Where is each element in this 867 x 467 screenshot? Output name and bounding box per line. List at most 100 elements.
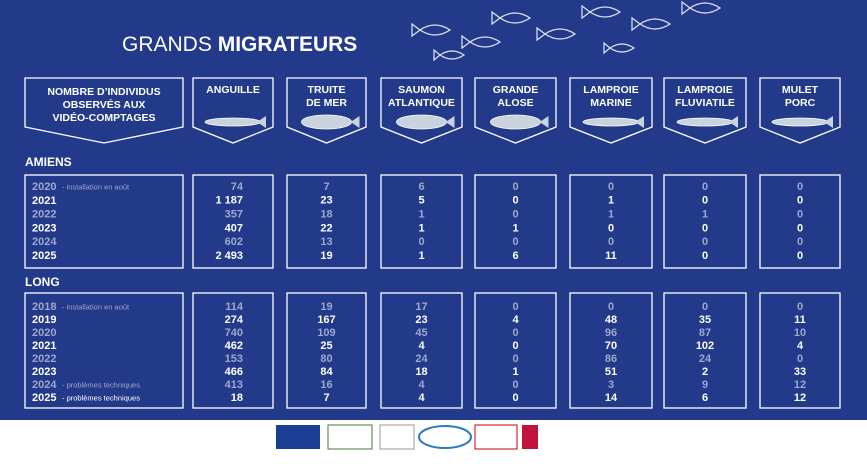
cell-value: 25 [320, 340, 332, 352]
value-box [663, 292, 747, 409]
year: 2020 [32, 181, 56, 193]
cell-value: 0 [702, 250, 708, 262]
section-name: AMIENS [25, 155, 72, 169]
species-name: TRUITE [308, 84, 346, 96]
cell-value: 0 [608, 236, 614, 248]
cell-value: 23 [415, 314, 427, 326]
header-label: NOMBRE D’INDIVIDUS [47, 86, 160, 98]
value-box [380, 292, 463, 409]
cell-value: 0 [608, 301, 614, 313]
cell-value: 35 [699, 314, 711, 326]
year: 2024 [32, 379, 57, 391]
species-name: FLUVIATILE [675, 97, 735, 109]
fish-icon [582, 117, 640, 127]
year-text: 2018 [32, 301, 56, 313]
fish-tail [824, 116, 833, 128]
year: 2025 [32, 250, 56, 262]
year-box [24, 292, 184, 409]
value-box [759, 174, 841, 269]
cell-value: 602 [225, 236, 243, 248]
year: 2021 [32, 340, 56, 352]
cell-value: 4 [797, 340, 804, 352]
cell-value: 87 [699, 327, 711, 339]
cell-value: 0 [512, 392, 518, 404]
fish-icon [396, 114, 447, 130]
cell-value: 1 [418, 222, 424, 234]
cell-value: 167 [317, 314, 335, 326]
cell-value: 1 [512, 366, 518, 378]
cell-value: 0 [608, 222, 614, 234]
value-box [286, 292, 367, 409]
value-box [474, 292, 557, 409]
cell-value: 0 [512, 209, 518, 221]
fish-tail [539, 116, 549, 128]
fish-tail [445, 116, 455, 128]
value-box [286, 174, 367, 269]
year: 2018 [32, 301, 56, 313]
cell-value: 0 [797, 250, 803, 262]
year-note: - installation en août [62, 302, 130, 311]
value-box [380, 174, 463, 269]
cell-value: 12 [794, 379, 806, 391]
value-box [569, 174, 653, 269]
cell-value: 1 [418, 209, 424, 221]
cell-value: 19 [320, 301, 332, 313]
fish-tail [635, 116, 644, 128]
cell-value: 0 [797, 209, 803, 221]
cell-value: 18 [231, 392, 243, 404]
cell-value: 1 [702, 209, 708, 221]
species-name: LAMPROIE [677, 84, 732, 96]
cell-value: 17 [415, 301, 427, 313]
cell-value: 1 [608, 195, 614, 207]
species-name: ALOSE [497, 97, 533, 109]
cell-value: 19 [320, 250, 332, 262]
cell-value: 0 [702, 301, 708, 313]
year-text: 2020 [32, 181, 56, 193]
cell-value: 102 [696, 340, 714, 352]
cell-value: 0 [512, 379, 518, 391]
cell-value: 0 [512, 340, 518, 352]
cell-value: 70 [605, 340, 617, 352]
species-box [380, 77, 463, 144]
cell-value: 45 [415, 327, 427, 339]
year: 2020 [32, 327, 56, 339]
year-text: 2024 [32, 236, 57, 248]
cell-value: 0 [512, 301, 518, 313]
value-box [569, 292, 653, 409]
cell-value: 0 [702, 195, 708, 207]
fish-tail [257, 116, 266, 128]
cell-value: 4 [418, 392, 425, 404]
cell-value: 0 [512, 327, 518, 339]
value-box [192, 174, 274, 269]
cell-value: 6 [512, 250, 518, 262]
cell-value: 23 [320, 195, 332, 207]
cell-value: 0 [702, 222, 708, 234]
cell-value: 10 [794, 327, 806, 339]
cell-value: 4 [418, 379, 425, 391]
cell-value: 24 [699, 353, 712, 365]
cell-value: 11 [605, 250, 617, 262]
year: 2024 [32, 236, 57, 248]
cell-value: 48 [605, 314, 617, 326]
cell-value: 0 [797, 353, 803, 365]
cell-value: 0 [608, 181, 614, 193]
section-name: LONG [25, 275, 60, 289]
cell-value: 2 493 [215, 250, 243, 262]
cell-value: 740 [225, 327, 243, 339]
logos [276, 424, 538, 450]
species-box [474, 77, 557, 144]
cell-value: 22 [320, 222, 332, 234]
cell-value: 84 [320, 366, 333, 378]
year-note: - installation en août [62, 182, 130, 191]
value-box [663, 174, 747, 269]
cell-value: 5 [418, 195, 424, 207]
cell-value: 96 [605, 327, 617, 339]
cell-value: 12 [794, 392, 806, 404]
year-text: 2021 [32, 195, 56, 207]
species-name: MARINE [590, 97, 631, 109]
year: 2025 [32, 392, 56, 404]
cell-value: 6 [702, 392, 708, 404]
cell-value: 80 [320, 353, 332, 365]
species-name: LAMPROIE [583, 84, 638, 96]
